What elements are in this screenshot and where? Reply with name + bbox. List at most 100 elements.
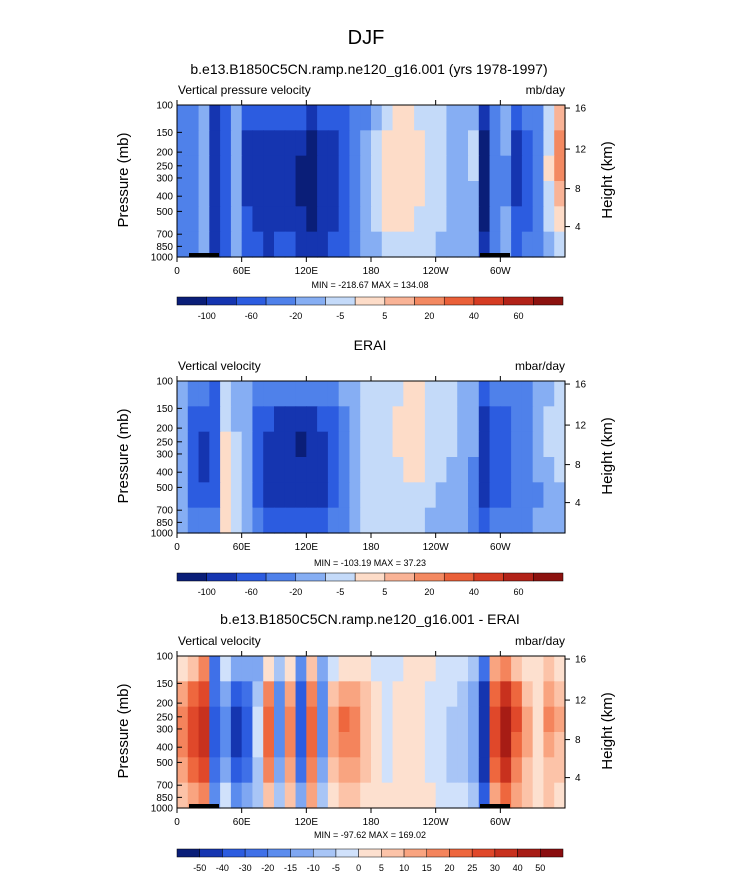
heatmap-cell [414,757,426,784]
panel-diff-title: b.e13.B1850C5CN.ramp.ne120_g16.001 - ERA… [220,611,520,627]
heatmap-cell [263,782,275,809]
y-tick-label: 200 [156,148,173,159]
heatmap-cell [381,155,394,182]
heatmap-cell [371,681,383,708]
x-tick-label: 0 [174,542,180,553]
heatmap-cell [371,507,383,534]
heatmap-cell [371,206,383,233]
heatmap-cell [230,431,243,458]
heatmap-cell [457,206,469,233]
heatmap-cell [284,757,297,784]
heatmap-cell [457,105,469,131]
heatmap-cell [220,706,232,733]
heatmap-cell [263,130,275,157]
heatmap-cell [381,757,394,784]
heatmap-cell [274,431,286,458]
heatmap-cell [317,231,329,258]
heatmap-cell [511,381,523,407]
heatmap-cell [241,431,254,458]
heatmap-cell [284,482,297,509]
colorbar-label: 20 [444,863,454,873]
colorbar-swatch [443,296,475,306]
y-tick-label: 850 [156,518,173,529]
heatmap-cell [478,105,491,131]
heatmap-cell [198,656,210,682]
heatmap-cell [446,482,458,509]
heatmap-cell [489,732,501,758]
heatmap-cell [392,381,404,407]
heatmap-cell [468,406,480,433]
heatmap-cell [521,706,534,733]
heatmap-cell [414,457,426,483]
heatmap-cell [230,130,243,157]
colorbar-label: -40 [216,863,229,873]
heatmap-cell [521,181,534,207]
y-tick-label: 850 [156,242,173,253]
heatmap-cell [371,105,383,131]
heatmap-cell [241,231,254,258]
heatmap-cell [532,507,545,534]
heatmap-cell [263,231,275,258]
heatmap-cell [349,155,361,182]
x-tick-label: 60E [233,817,251,828]
heatmap-cell [403,656,415,682]
heatmap-cell [220,381,232,407]
heatmap-cell [295,231,307,258]
heatmap-cell [198,782,210,809]
heatmap-cell [295,181,307,207]
y-tick-label: 400 [156,743,173,754]
heatmap-cell [284,381,297,407]
heatmap-cell [338,105,351,131]
colorbar-label: 0 [356,863,361,873]
heatmap-cell [381,381,394,407]
heatmap-cell [241,181,254,207]
heatmap-cell [371,757,383,784]
heatmap-cell [392,206,404,233]
heatmap-cell [392,181,404,207]
heatmap-cell [177,732,189,758]
heatmap-cell [317,105,329,131]
heatmap-cell [468,782,480,809]
heatmap-cell [457,482,469,509]
heatmap-cell [177,757,189,784]
heatmap-cell [414,681,426,708]
heatmap-cell [327,206,340,233]
heatmap-cell [338,482,351,509]
heatmap-cell [349,782,361,809]
y-tick-label: 1000 [151,804,174,815]
heatmap-cell [295,105,307,131]
y-right-tick-label: 16 [575,104,587,115]
heatmap-cell [511,656,523,682]
heatmap-cell [403,681,415,708]
heatmap-cell [252,656,264,682]
heatmap-cell [187,130,200,157]
heatmap-cell [543,706,555,733]
heatmap-cell [252,681,264,708]
colorbar-swatch [414,572,445,582]
heatmap-cell [349,757,361,784]
heatmap-cell [209,231,221,258]
heatmap-cell [317,706,329,733]
heatmap-cell [327,457,340,483]
heatmap-cell [424,732,437,758]
heatmap-cell [220,206,232,233]
heatmap-cell [457,732,469,758]
heatmap-cell [500,231,512,258]
heatmap-cell [220,130,232,157]
heatmap-cell [478,431,491,458]
heatmap-cell [478,406,491,433]
heatmap-cell [532,130,545,157]
colorbar-swatch [236,572,267,582]
heatmap-cell [177,406,189,433]
heatmap-cell [220,181,232,207]
heatmap-cell [349,732,361,758]
heatmap-cell [521,482,534,509]
colorbar-label: -100 [198,587,216,597]
heatmap-cell [177,507,189,534]
heatmap-cell [381,482,394,509]
heatmap-cell [187,181,200,207]
panel-erai-units: mbar/day [515,359,565,373]
heatmap-cell [457,431,469,458]
heatmap-cell [241,656,254,682]
heatmap-cell [521,431,534,458]
